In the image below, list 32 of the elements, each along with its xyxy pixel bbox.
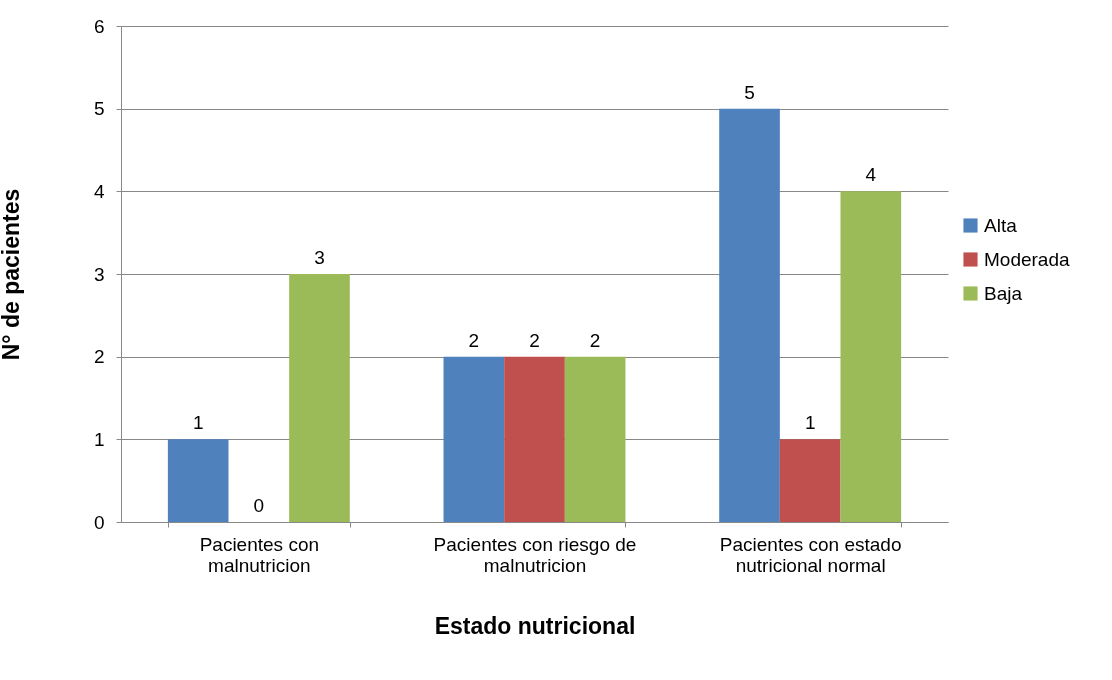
data-label: 1 <box>192 412 204 434</box>
y-tick-label: 5 <box>93 98 105 120</box>
legend-label: Alta <box>984 214 1018 236</box>
data-label: 1 <box>804 412 816 434</box>
y-tick-label: 0 <box>93 511 105 533</box>
bar <box>443 356 505 522</box>
y-tick-label: 6 <box>93 15 105 37</box>
y-tick-label: 2 <box>93 346 105 368</box>
data-label: 2 <box>468 329 480 351</box>
bar <box>779 439 841 522</box>
x-axis-title: Estado nutricional <box>434 612 636 639</box>
data-label: 0 <box>253 495 265 516</box>
data-label: 4 <box>865 164 877 186</box>
x-tick-label: Pacientes con malnutricion <box>199 533 320 576</box>
x-tick-label: Pacientes con riesgo de malnutricion <box>433 533 637 576</box>
legend-label: Baja <box>984 282 1023 304</box>
x-tick-label: Pacientes con estado nutricional normal <box>719 533 902 576</box>
data-label: 2 <box>529 329 540 351</box>
data-label: 5 <box>744 81 755 103</box>
data-label: 2 <box>589 329 601 351</box>
y-tick-label: 1 <box>93 428 105 450</box>
bar <box>289 274 350 522</box>
bar <box>564 356 626 522</box>
y-tick-label: 3 <box>93 263 105 285</box>
bar <box>167 439 229 522</box>
bar <box>504 356 565 522</box>
bar <box>719 108 780 522</box>
legend-label: Moderada <box>984 248 1070 270</box>
y-axis-title: N° de pacientes <box>0 188 24 361</box>
y-tick-label: 4 <box>93 180 105 202</box>
bar <box>840 191 902 522</box>
data-label: 3 <box>314 247 325 268</box>
